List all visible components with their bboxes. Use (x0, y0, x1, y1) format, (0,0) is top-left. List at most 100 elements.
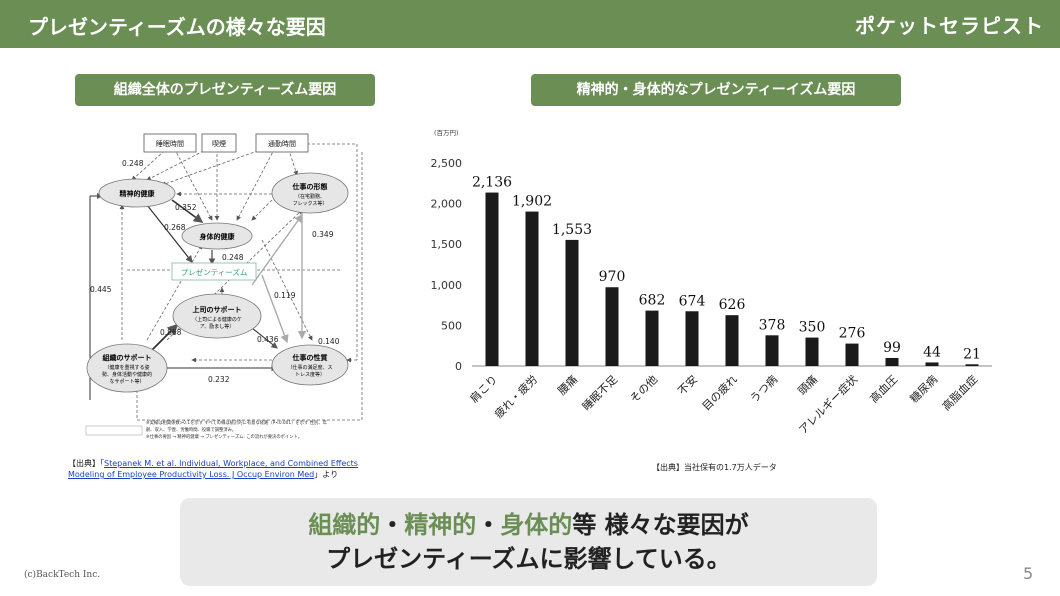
brand-logo: ポケットセラピスト (855, 14, 1044, 38)
callout-keyword-org: 組織的 (308, 511, 381, 539)
svg-text:（仕事の満足度、ス: （仕事の満足度、ス (287, 364, 332, 371)
x-category-label: 頭痛 (795, 372, 820, 397)
x-category-label: 睡眠不足 (580, 373, 620, 413)
callout-separator: ・ (380, 511, 405, 539)
bar-value-label: 21 (963, 346, 981, 362)
node-boss-support: 上司のサポート （上司による健康のケ ア、励まし等） (172, 293, 262, 339)
svg-text:プレゼンティーズム: プレゼンティーズム (181, 267, 248, 277)
path-diagram: 睡眠時間 喫煙 通勤時間 精神的健康 身体的健康 仕事の形態 （在宅勤務、 フレ… (85, 133, 363, 440)
y-axis-unit: (百万円) (434, 129, 459, 137)
right-source: 【出典】当社保有の1.7万人データ (652, 463, 777, 472)
coef-label: 0.248 (222, 253, 244, 262)
source-link[interactable]: Stepanek M. et al. Individual, Workplace… (104, 459, 358, 468)
bar (725, 315, 739, 366)
bar (925, 362, 939, 366)
coef-label: 0.436 (257, 335, 279, 344)
bar (965, 364, 979, 366)
coef-label: 0.445 (90, 285, 112, 294)
callout-keyword-physical: 身体的 (500, 511, 573, 539)
y-tick-label: 1,000 (431, 279, 463, 292)
x-category-label: 糖尿病 (907, 372, 940, 405)
node-sleep: 睡眠時間 (143, 133, 197, 153)
x-category-label: 疲れ・疲労 (491, 372, 540, 421)
callout-line-2: プレゼンティーズムに影響している。 (326, 545, 731, 573)
left-source: 【出典】「Stepanek M. et al. Individual, Work… (68, 458, 378, 480)
copyright: (c)BackTech Inc. (24, 570, 101, 580)
coef-label: 0.349 (312, 230, 334, 239)
svg-text:勢、身体活動や健康的: 勢、身体活動や健康的 (102, 371, 152, 378)
node-physical-health: 身体的健康 (181, 222, 253, 250)
svg-text:トレス度等）: トレス度等） (295, 371, 325, 378)
svg-text:身体的健康: 身体的健康 (199, 232, 236, 241)
y-tick-label: 500 (441, 319, 462, 332)
note-line: ※仕事の要因 → 精神的健康 → プレゼンティーズム: この流れが要決のポイント… (146, 433, 302, 440)
page-number: 5 (1023, 564, 1034, 583)
bar-value-label: 276 (839, 326, 866, 342)
x-category-label: 腰痛 (555, 372, 580, 397)
source-link[interactable]: Modeling of Employee Productivity Loss. … (68, 470, 315, 479)
bar (605, 287, 619, 366)
page-title: プレゼンティーズムの様々な要因 (28, 15, 326, 39)
bar (525, 211, 539, 366)
bar-chart: (百万円) 0 500 1,000 1,500 2,000 2,500 2,136 肩こり 1… (431, 129, 992, 437)
svg-text:（健康を重視する姿: （健康を重視する姿 (104, 364, 149, 371)
x-category-label: 高血圧 (867, 372, 900, 405)
coef-label: 0.868 (160, 328, 182, 337)
bar (685, 311, 699, 366)
coef-label: 0.140 (318, 337, 340, 346)
bar (805, 337, 819, 366)
coef-label: 0.268 (164, 223, 186, 232)
source-prefix: 【出典】「 (68, 459, 104, 468)
svg-text:（上司による健康のケ: （上司による健康のケ (192, 316, 242, 323)
header-bar: プレゼンティーズムの様々な要因 ポケットセラピスト (0, 0, 1060, 48)
node-job-nature: 仕事の性質 （仕事の満足度、ス トレス度等） (271, 344, 349, 386)
y-tick-label: 0 (455, 360, 462, 373)
source-suffix: 」より (314, 470, 339, 479)
svg-text:睡眠時間: 睡眠時間 (156, 140, 184, 148)
coef-label: 0.352 (175, 203, 197, 212)
bar-value-label: 682 (639, 293, 666, 309)
conclusion-callout: 組織的・精神的・身体的等 様々な要因が プレゼンティーズムに影響している。 (180, 498, 877, 586)
svg-text:上司のサポート: 上司のサポート (193, 305, 242, 314)
bar (485, 192, 499, 366)
y-tick-label: 2,500 (431, 157, 463, 170)
callout-text: 等 様々な要因が (572, 511, 749, 539)
bar-value-label: 2,136 (472, 175, 512, 191)
bar (765, 335, 779, 366)
bar-value-label: 350 (799, 320, 826, 336)
node-presenteeism: プレゼンティーズム (171, 262, 257, 281)
bar-value-label: 99 (883, 340, 901, 356)
svg-text:ア、励まし等）: ア、励まし等） (200, 323, 235, 330)
bar-value-label: 1,553 (552, 222, 592, 238)
svg-text:仕事の性質: 仕事の性質 (292, 353, 328, 362)
note-line: ※実線は相関係数>0.1を示す すべての線は統計的に有意な経路（P<0.001）… (146, 419, 328, 426)
note-line: 齢、収入、学歴、労働時間、役職で調整済み。 (146, 426, 236, 433)
bar-value-label: 970 (599, 269, 626, 285)
x-category-label: 目の疲れ (699, 372, 740, 413)
coef-label: 0.119 (274, 291, 296, 300)
svg-text:仕事の形態: 仕事の形態 (292, 182, 328, 191)
bar (645, 310, 659, 366)
coef-label: 0.248 (122, 159, 144, 168)
node-org-support: 組織のサポート （健康を重視する姿 勢、身体活動や健康的 なサポート等） (86, 343, 168, 393)
x-category-label: うつ病 (747, 372, 780, 405)
y-tick-label: 1,500 (431, 238, 463, 251)
bar-value-label: 44 (923, 344, 941, 360)
node-smoking: 喫煙 (201, 133, 237, 153)
svg-text:組織のサポート: 組織のサポート (103, 353, 152, 362)
svg-text:（在宅勤務、: （在宅勤務、 (295, 193, 325, 200)
svg-text:精神的健康: 精神的健康 (120, 189, 156, 198)
y-tick-label: 2,000 (431, 198, 463, 211)
bar (845, 343, 859, 366)
bar-value-label: 1,902 (512, 194, 552, 210)
bar-value-label: 378 (759, 317, 786, 333)
x-category-label: その他 (628, 373, 661, 406)
node-work-form: 仕事の形態 （在宅勤務、 フレックス等） (271, 172, 349, 214)
left-section-label: 組織全体のプレゼンティーズム要因 (75, 74, 375, 106)
node-commute: 通勤時間 (255, 133, 309, 153)
svg-text:フレックス等）: フレックス等） (293, 200, 328, 207)
callout-separator: ・ (476, 511, 501, 539)
coef-label: 0.232 (208, 375, 230, 384)
bar (565, 239, 579, 366)
svg-text:通勤時間: 通勤時間 (268, 139, 296, 148)
